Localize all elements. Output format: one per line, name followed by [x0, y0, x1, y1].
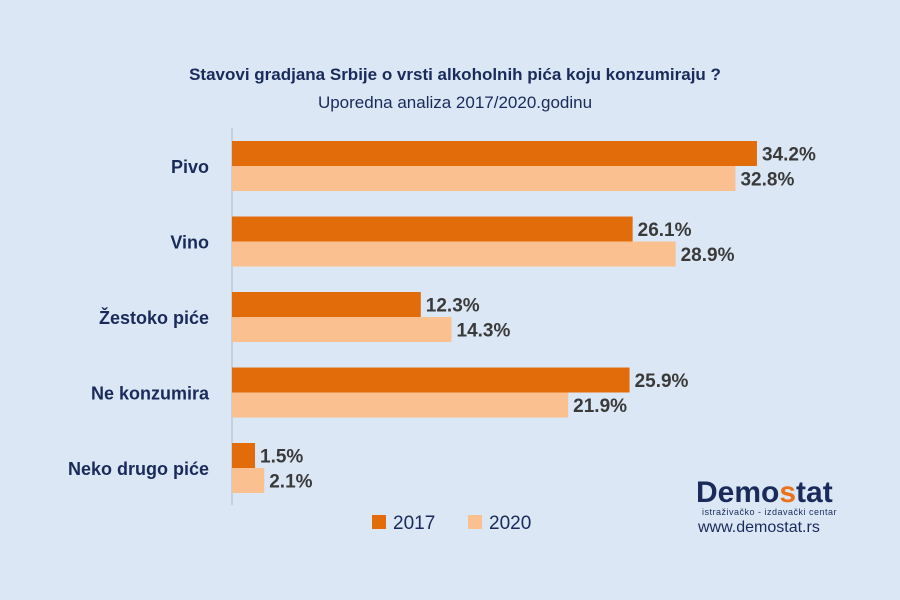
demostat-logo: Demostat istraživačko - izdavački centar…	[696, 476, 837, 536]
logo-text-part2: tat	[796, 476, 833, 509]
category-label: Vino	[170, 233, 209, 253]
chart-title: Stavovi gradjana Srbije o vrsti alkoholn…	[189, 65, 721, 84]
category-label: Neko drugo piće	[68, 459, 209, 479]
logo-tagline: istraživačko - izdavački centar	[702, 507, 837, 517]
category-label: Ne konzumira	[91, 384, 210, 404]
chart-subtitle: Uporedna analiza 2017/2020.godinu	[318, 93, 592, 112]
bar-2017	[232, 367, 630, 393]
data-label: 25.9%	[635, 371, 689, 392]
legend-swatch	[372, 515, 386, 529]
data-label: 2.1%	[269, 472, 312, 493]
data-label: 12.3%	[426, 296, 480, 317]
bar-2017	[232, 292, 421, 317]
bar-2020	[232, 468, 265, 493]
data-label: 32.8%	[740, 170, 794, 191]
bars-group: Pivo 34.2% 32.8% Vino 26.1% 28.9% Žestoko piće…	[68, 141, 816, 493]
legend-swatch	[468, 515, 482, 529]
data-label: 21.9%	[573, 396, 627, 417]
data-label: 14.3%	[457, 321, 511, 342]
bar-2017	[232, 141, 757, 166]
data-label: 34.2%	[762, 145, 816, 166]
logo-url: www.demostat.rs	[697, 519, 820, 536]
data-label: 1.5%	[260, 447, 303, 468]
bar-2020	[232, 317, 452, 342]
bar-2017	[232, 443, 256, 468]
legend-label: 2017	[393, 513, 435, 534]
legend: 2017 2020	[372, 513, 531, 534]
bar-2017	[232, 216, 633, 242]
data-label: 28.9%	[681, 245, 735, 266]
logo-text-part1: Demo	[696, 476, 779, 509]
legend-label: 2020	[489, 513, 531, 534]
data-label: 26.1%	[638, 220, 692, 241]
category-label: Žestoko piće	[99, 307, 209, 328]
logo-text-accent: s	[779, 476, 796, 509]
bar-2020	[232, 241, 676, 267]
bar-2020	[232, 392, 569, 418]
svg-text:Demostat: Demostat	[696, 476, 833, 509]
category-label: Pivo	[171, 157, 209, 177]
bar-2020	[232, 166, 736, 191]
